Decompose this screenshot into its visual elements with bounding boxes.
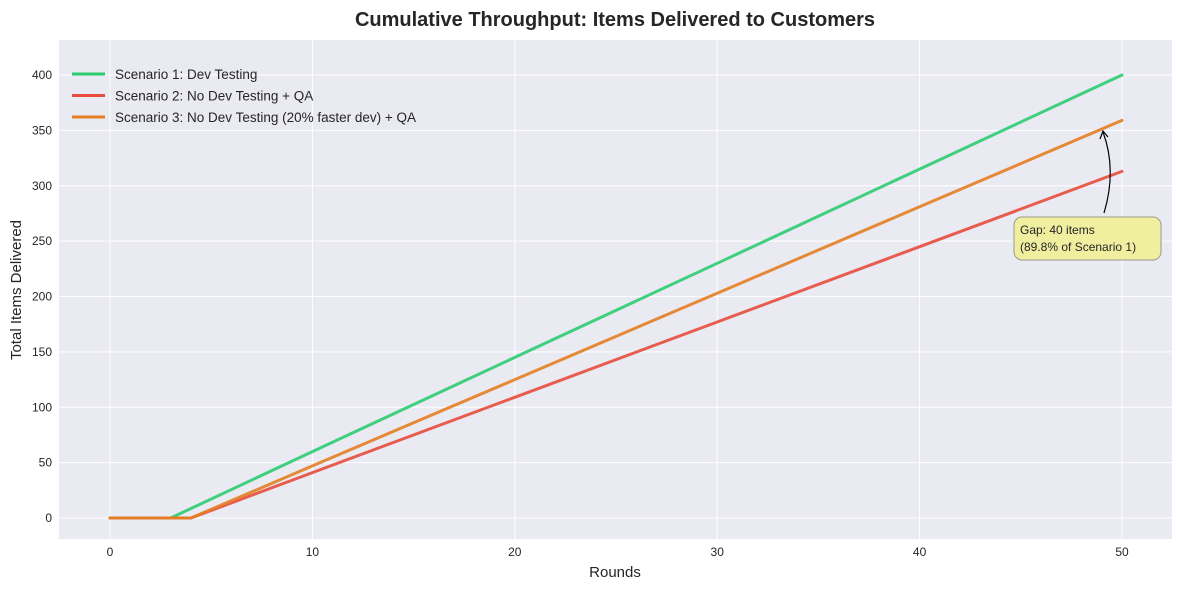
annotation-box	[1013, 216, 1162, 261]
y-tick-label: 100	[32, 400, 52, 414]
plot-area	[59, 40, 1172, 539]
annotation-line-1: Gap: 40 items	[1020, 223, 1095, 237]
y-tick-label: 300	[32, 179, 52, 193]
annotation-line-2: (89.8% of Scenario 1)	[1020, 240, 1136, 254]
series-line-3	[108, 118, 1124, 520]
x-axis-ticks: 0 10 20 30 40 50	[107, 545, 1129, 559]
y-tick-label: 0	[45, 511, 52, 525]
legend-item-1: Scenario 1: Dev Testing	[72, 67, 257, 82]
x-tick-label: 30	[711, 545, 725, 559]
y-axis-label: Total Items Delivered	[8, 220, 25, 360]
legend-label: Scenario 2: No Dev Testing + QA	[115, 89, 313, 104]
gridlines	[59, 40, 1172, 539]
legend-label: Scenario 3: No Dev Testing (20% faster d…	[115, 110, 416, 125]
chart-title: Cumulative Throughput: Items Delivered t…	[355, 9, 875, 31]
x-tick-label: 10	[306, 545, 320, 559]
y-axis-ticks: 0 50 100 150 200 250 300 350 400	[32, 68, 52, 525]
legend-item-3: Scenario 3: No Dev Testing (20% faster d…	[72, 110, 416, 125]
x-tick-label: 50	[1115, 545, 1129, 559]
y-tick-label: 350	[32, 123, 52, 137]
annotation-arrow-icon	[1102, 131, 1111, 214]
x-tick-label: 0	[107, 545, 114, 559]
y-tick-label: 50	[39, 456, 53, 470]
y-tick-label: 200	[32, 290, 52, 304]
x-tick-label: 20	[508, 545, 522, 559]
data-series	[108, 73, 1124, 520]
gap-annotation: Gap: 40 items (89.8% of Scenario 1)	[1013, 129, 1162, 261]
arrowhead-icon	[1099, 129, 1109, 140]
y-tick-label: 250	[32, 234, 52, 248]
x-axis-label: Rounds	[589, 564, 641, 581]
legend: Scenario 1: Dev Testing Scenario 2: No De…	[72, 67, 416, 125]
x-tick-label: 40	[913, 545, 927, 559]
legend-item-2: Scenario 2: No Dev Testing + QA	[72, 89, 313, 104]
y-tick-label: 400	[32, 68, 52, 82]
legend-label: Scenario 1: Dev Testing	[115, 67, 257, 82]
y-tick-label: 150	[32, 345, 52, 359]
